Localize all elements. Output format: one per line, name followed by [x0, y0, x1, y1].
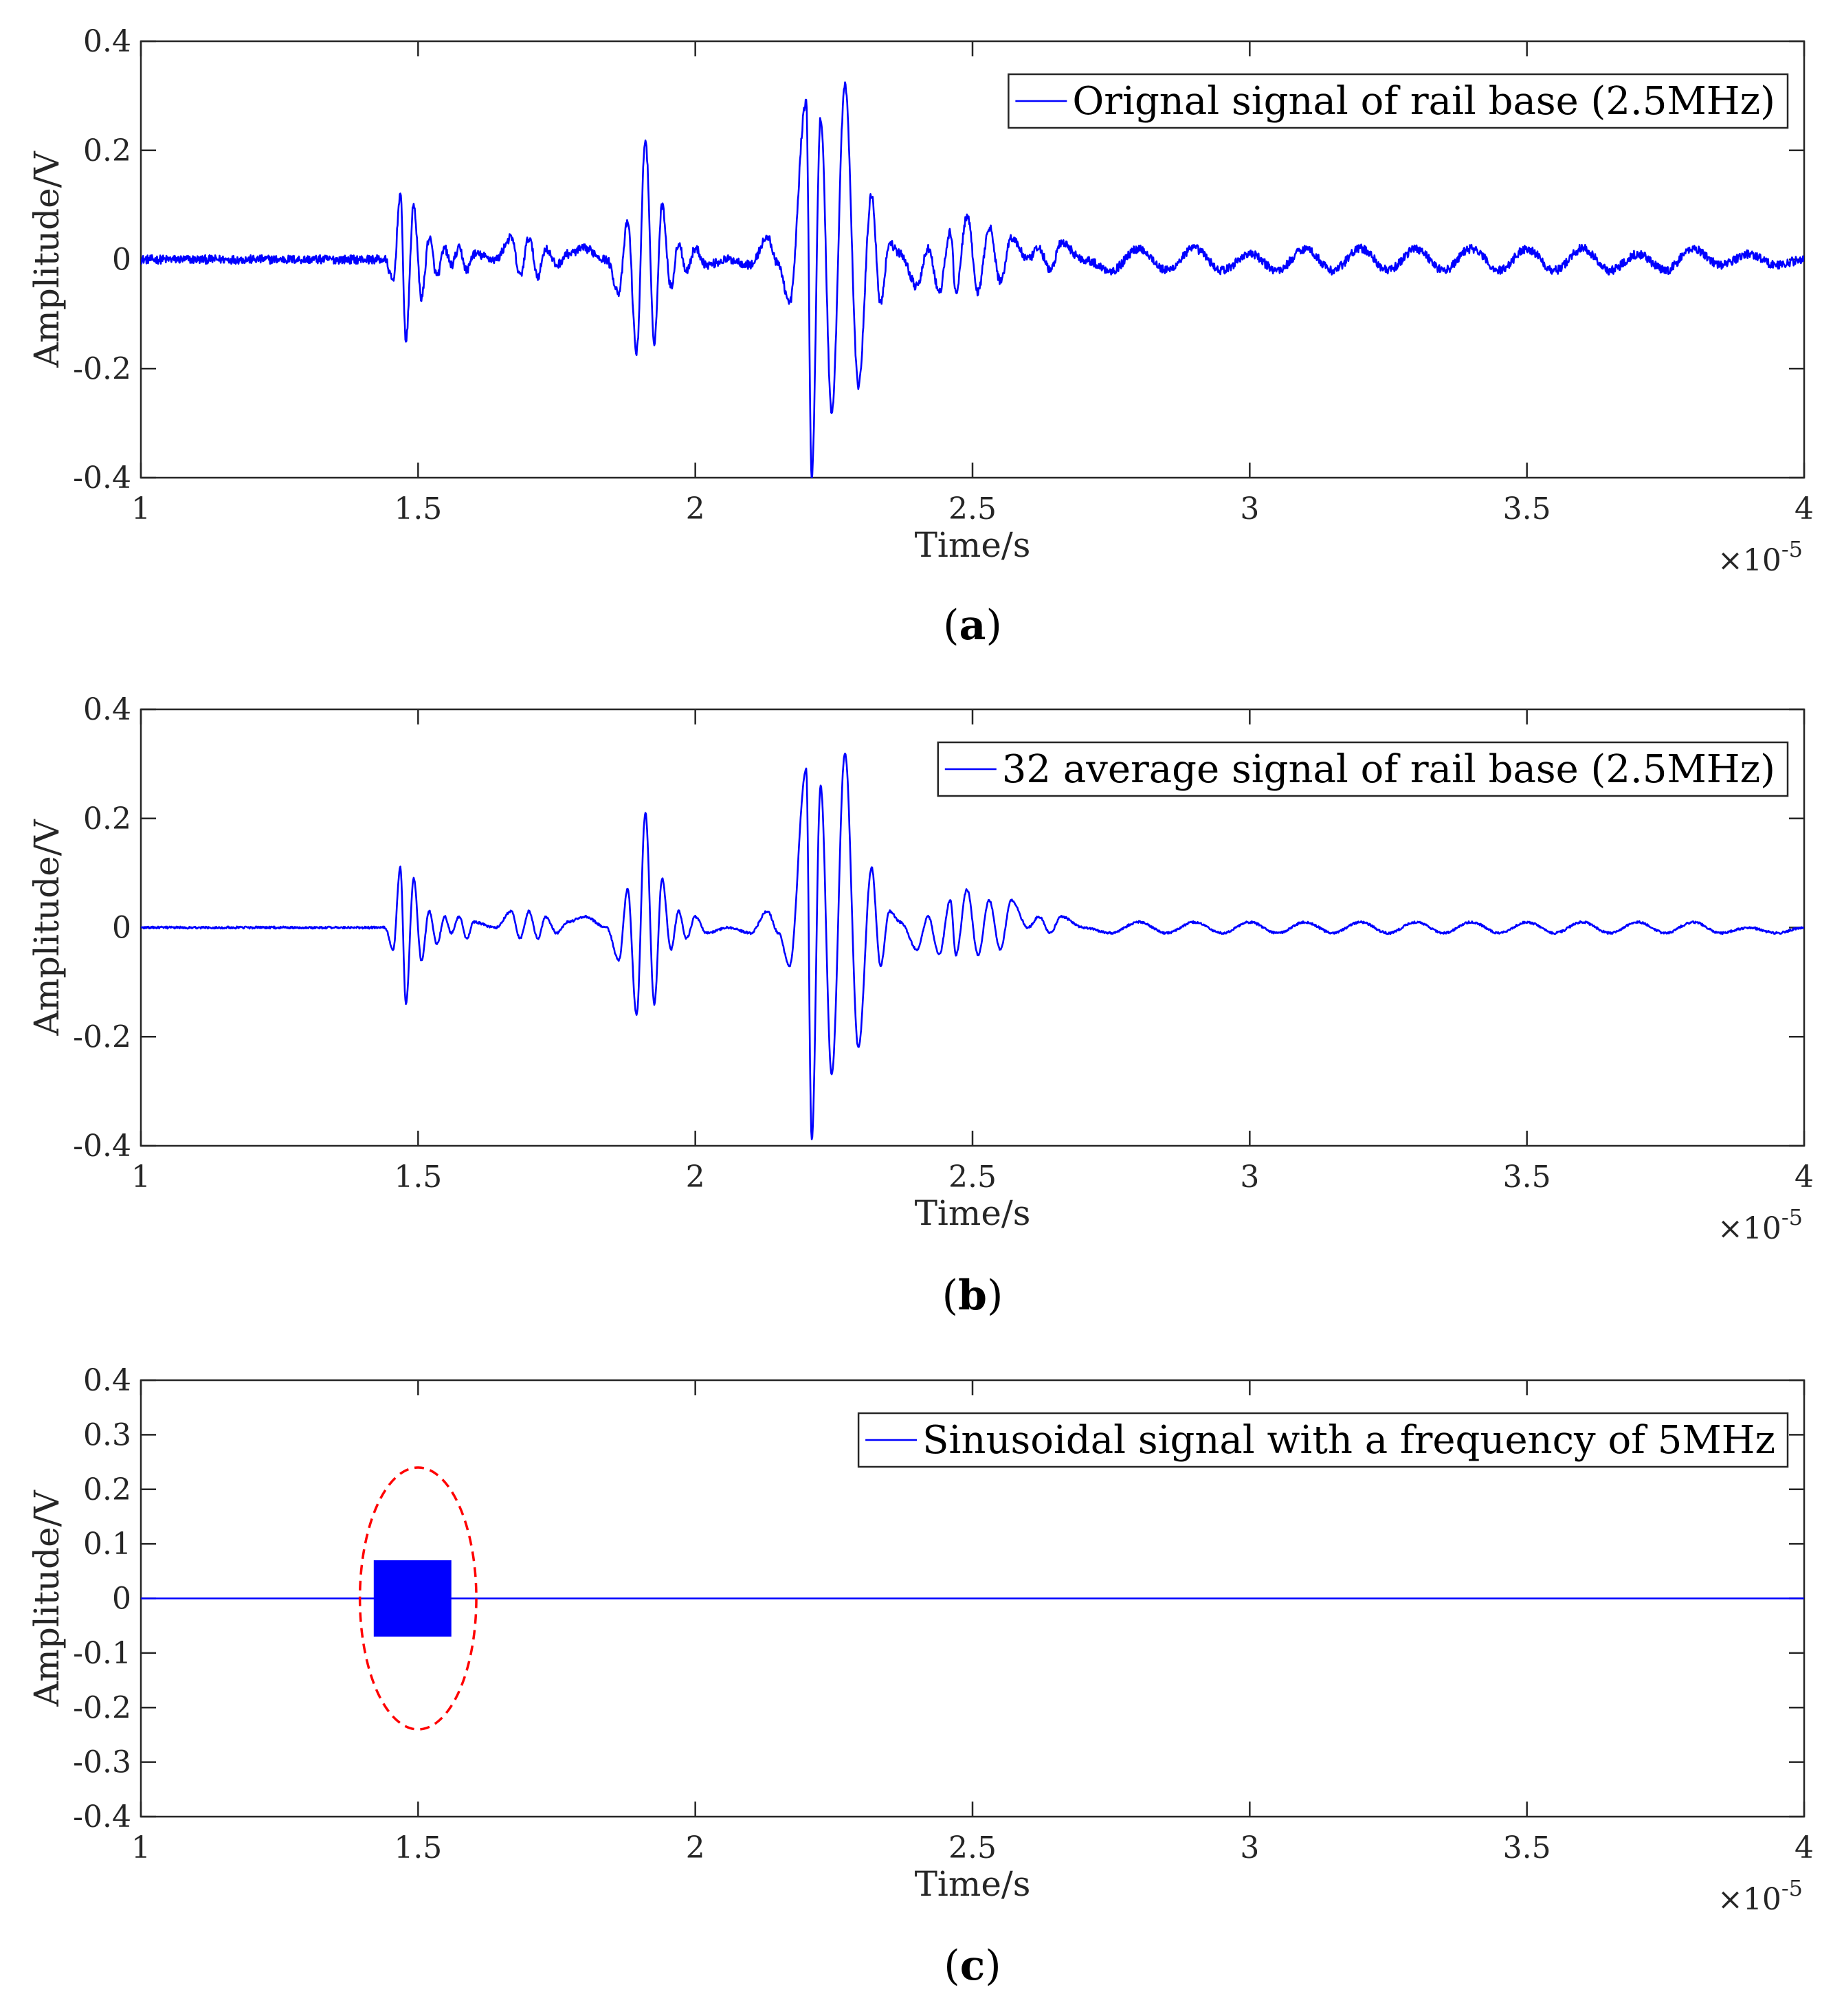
chart-a-ytick-label: 0.4: [83, 24, 131, 59]
chart-c-legend: Sinusoidal signal with a frequency of 5M…: [857, 1412, 1789, 1468]
chart-c-legend-box: [857, 1412, 1789, 1468]
chart-a-xtick-label: 2: [686, 491, 705, 527]
chart-c-xtick-label: 4: [1795, 1830, 1814, 1865]
chart-b-xtick-label: 1: [131, 1160, 151, 1195]
chart-a-ylabel: Amplitude/V: [27, 151, 67, 368]
chart-c-ytick-label: -0.2: [73, 1690, 131, 1725]
chart-b-x-multiplier-exponent: -5: [1781, 1204, 1803, 1230]
chart-c-ylabel: Amplitude/V: [27, 1489, 67, 1707]
chart-a-xlabel: Time/s: [915, 525, 1031, 565]
chart-b-legend: 32 average signal of rail base (2.5MHz): [937, 741, 1789, 797]
chart-a-legend: Orignal signal of rail base (2.5MHz): [1008, 73, 1789, 129]
chart-a-x-multiplier: ×10-5: [1718, 536, 1803, 578]
chart-c-xtick-label: 1.5: [394, 1830, 442, 1865]
chart-c-x-multiplier-base: ×10: [1718, 1882, 1781, 1917]
chart-a-ytick-label: -0.2: [73, 351, 131, 386]
chart-a-series-line: [141, 81, 1804, 478]
chart-b-series-line: [141, 753, 1804, 1140]
chart-c-xlabel: Time/s: [915, 1864, 1031, 1904]
chart-a-caption-letter: a: [959, 601, 986, 650]
chart-a-xtick-label: 4: [1795, 491, 1814, 527]
chart-c-ytick-label: -0.3: [73, 1745, 131, 1780]
chart-a-legend-label: Orignal signal of rail base (2.5MHz): [1072, 79, 1775, 124]
chart-b-xtick-label: 4: [1795, 1160, 1814, 1195]
chart-b-x-multiplier: ×10-5: [1718, 1204, 1803, 1246]
chart-b-ytick-label: -0.2: [73, 1019, 131, 1054]
chart-a-xtick-label: 2.5: [948, 491, 997, 527]
chart-b-x-multiplier-base: ×10: [1718, 1211, 1781, 1246]
chart-b-xtick-label: 3.5: [1503, 1160, 1551, 1195]
chart-c-xtick-label: 2: [686, 1830, 705, 1865]
chart-c: 1 1.5 2 2.5 3 3.5 4 -0.4 -0.3 -0.2 -0.1 0 0.1 0.2 0.3 0…: [27, 1363, 1814, 1990]
chart-b-caption-letter: b: [958, 1272, 987, 1320]
chart-b-xlabel: Time/s: [915, 1193, 1031, 1233]
chart-a-ytick-label: 0.2: [83, 133, 131, 168]
chart-b-caption: (b): [942, 1272, 1003, 1320]
chart-c-xtick-label: 2.5: [948, 1830, 997, 1865]
chart-c-ytick-label: 0.1: [83, 1527, 131, 1562]
chart-a-x-multiplier-base: ×10: [1718, 543, 1781, 578]
chart-b-ytick-label: 0.4: [83, 692, 131, 727]
chart-c-xtick-label: 3.5: [1503, 1830, 1551, 1865]
chart-c-ytick-label: 0.2: [83, 1472, 131, 1507]
chart-a-ytick-label: -0.4: [73, 461, 131, 496]
chart-c-highlight-ellipse: [358, 1466, 478, 1731]
chart-b-ytick-label: 0.2: [83, 801, 131, 837]
chart-a-legend-box: [1008, 73, 1789, 129]
chart-c-x-multiplier-exponent: -5: [1781, 1875, 1803, 1901]
chart-c-ytick-label: 0: [112, 1582, 131, 1617]
chart-a-x-multiplier-exponent: -5: [1781, 536, 1803, 562]
chart-c-ytick-label: -0.1: [73, 1636, 131, 1671]
chart-c-caption: (c): [944, 1942, 1001, 1990]
chart-b-ytick-label: -0.4: [73, 1129, 131, 1164]
chart-b: 1 1.5 2 2.5 3 3.5 4 -0.4 -0.2 0 0.2 0.4 Time/s Amplit…: [27, 692, 1814, 1320]
chart-c-plot-area: [141, 1560, 1804, 1637]
chart-a-xtick-label: 1.5: [394, 491, 442, 527]
chart-c-x-multiplier: ×10-5: [1718, 1875, 1803, 1917]
chart-b-plot-area: [141, 753, 1804, 1140]
chart-a-xtick-label: 3.5: [1503, 491, 1551, 527]
chart-a-xtick-label: 1: [131, 491, 151, 527]
chart-b-xtick-label: 1.5: [394, 1160, 442, 1195]
chart-a-ytick-label: 0: [112, 243, 131, 278]
chart-a-xtick-label: 3: [1240, 491, 1259, 527]
chart-b-ylabel: Amplitude/V: [27, 819, 67, 1036]
chart-b-xtick-label: 2: [686, 1160, 705, 1195]
chart-c-xtick-label: 1: [131, 1830, 151, 1865]
chart-c-sinusoid-burst: [373, 1560, 452, 1637]
chart-b-legend-box: [937, 741, 1789, 797]
chart-a-caption: (a): [943, 601, 1002, 650]
chart-b-xtick-label: 2.5: [948, 1160, 997, 1195]
chart-b-legend-label: 32 average signal of rail base (2.5MHz): [1002, 747, 1775, 792]
chart-c-ytick-label: 0.4: [83, 1363, 131, 1398]
chart-a: 1 1.5 2 2.5 3 3.5 4 -0.4 -0.2 0 0.2 0.4 Time/s Amplit…: [27, 24, 1814, 650]
chart-c-legend-label: Sinusoidal signal with a frequency of 5M…: [922, 1418, 1775, 1463]
chart-b-ytick-label: 0: [112, 911, 131, 946]
chart-c-xtick-label: 3: [1240, 1830, 1259, 1865]
chart-a-plot-area: [141, 81, 1804, 478]
chart-b-xtick-label: 3: [1240, 1160, 1259, 1195]
chart-c-caption-letter: c: [960, 1942, 986, 1990]
chart-c-ytick-label: -0.4: [73, 1799, 131, 1835]
chart-c-ytick-label: 0.3: [83, 1417, 131, 1452]
